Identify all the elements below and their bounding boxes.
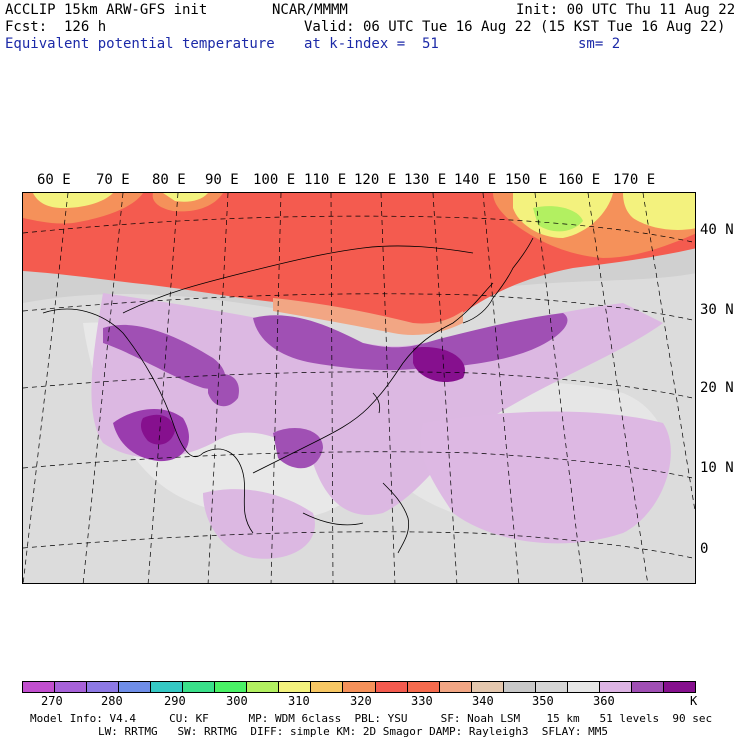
colorbar-swatch [311, 682, 344, 692]
level-label: at k-index = 51 [304, 36, 439, 52]
colorbar-tick: 320 [350, 694, 372, 708]
colorbar-swatch [343, 682, 376, 692]
theta-e-field [23, 193, 695, 583]
lat-label: 30 N [700, 302, 734, 318]
lon-label: 140 E [454, 172, 497, 188]
colorbar-swatch [87, 682, 120, 692]
model-info-line1: Model Info: V4.4 CU: KF MP: WDM 6class P… [30, 712, 713, 725]
lon-label: 70 E [96, 172, 130, 188]
forecast-hour: Fcst: 126 h [5, 19, 107, 35]
lon-label: 170 E [613, 172, 656, 188]
field-name: Equivalent potential temperature [5, 36, 275, 52]
lon-label: 160 E [558, 172, 601, 188]
colorbar-swatch [631, 682, 664, 692]
colorbar-swatch [567, 682, 600, 692]
model-info-line2: LW: RRTMG SW: RRTMG DIFF: simple KM: 2D … [98, 725, 608, 738]
lon-label: 100 E [253, 172, 296, 188]
colorbar-tick: 270 [41, 694, 63, 708]
colorbar-swatch [375, 682, 408, 692]
smoothing-label: sm= 2 [578, 36, 621, 52]
colorbar-swatch [151, 682, 184, 692]
colorbar-swatch [55, 682, 88, 692]
lon-label: 150 E [505, 172, 548, 188]
colorbar-swatch [279, 682, 312, 692]
colorbar-tick: 330 [411, 694, 433, 708]
colorbar-swatch [119, 682, 152, 692]
colorbar-tick: 350 [532, 694, 554, 708]
valid-time: Valid: 06 UTC Tue 16 Aug 22 (15 KST Tue … [304, 19, 726, 35]
lon-label: 90 E [205, 172, 239, 188]
lon-label: 130 E [404, 172, 447, 188]
colorbar-swatch [439, 682, 472, 692]
colorbar-swatch [663, 682, 695, 692]
lon-label: 110 E [304, 172, 347, 188]
colorbar-tick: 310 [288, 694, 310, 708]
colorbar-tick: 300 [226, 694, 248, 708]
colorbar-swatch [599, 682, 632, 692]
lon-label: 120 E [354, 172, 397, 188]
colorbar-swatch [535, 682, 568, 692]
colorbar-swatch [215, 682, 248, 692]
colorbar-swatch [503, 682, 536, 692]
colorbar-swatch [23, 682, 56, 692]
colorbar-tick: 340 [472, 694, 494, 708]
colorbar-tick: 360 [593, 694, 615, 708]
lat-label: 20 N [700, 380, 734, 396]
lon-label: 80 E [152, 172, 186, 188]
colorbar-unit: K [690, 694, 698, 708]
colorbar-tick: 280 [101, 694, 123, 708]
colorbar-swatch [407, 682, 440, 692]
model-title: ACCLIP 15km ARW-GFS init [5, 2, 208, 18]
init-time: Init: 00 UTC Thu 11 Aug 22 [516, 2, 736, 18]
colorbar-swatch [247, 682, 280, 692]
color-bar [22, 681, 696, 693]
map-panel [22, 192, 696, 584]
lat-label: 0 [700, 541, 709, 557]
lon-label: 60 E [37, 172, 71, 188]
colorbar-swatch [471, 682, 504, 692]
colorbar-tick: 290 [164, 694, 186, 708]
lat-label: 10 N [700, 460, 734, 476]
center-label: NCAR/MMMM [272, 2, 348, 18]
colorbar-swatch [183, 682, 216, 692]
lat-label: 40 N [700, 222, 734, 238]
